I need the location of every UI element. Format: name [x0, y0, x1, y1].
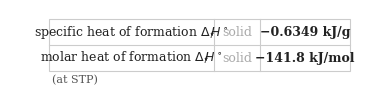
Text: −0.6349 kJ/g: −0.6349 kJ/g: [259, 26, 350, 39]
Text: (at STP): (at STP): [52, 75, 98, 86]
Text: −141.8 kJ/mol: −141.8 kJ/mol: [255, 52, 355, 65]
Text: solid: solid: [222, 52, 252, 65]
Text: specific heat of formation $\Delta_f\!H^\circ$: specific heat of formation $\Delta_f\!H^…: [34, 24, 229, 41]
Text: solid: solid: [222, 26, 252, 39]
Text: molar heat of formation $\Delta_f\!H^\circ$: molar heat of formation $\Delta_f\!H^\ci…: [40, 50, 223, 66]
